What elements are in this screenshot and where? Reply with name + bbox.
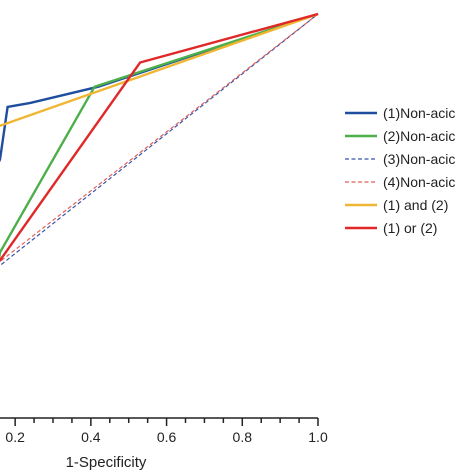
series-layer bbox=[0, 12, 319, 267]
x-tick-label: 0.4 bbox=[81, 429, 101, 445]
x-tick-label: 0.2 bbox=[5, 429, 25, 445]
series-line-3-non-acic bbox=[0, 13, 319, 267]
legend-label-1-and-2: (1) and (2) bbox=[383, 197, 448, 213]
legend-label-1-non-acic: (1)Non-acic bbox=[383, 105, 455, 121]
legend-label-3-non-acic: (3)Non-acic bbox=[383, 151, 455, 167]
series-line-4-non-acic bbox=[0, 13, 319, 263]
series-line-1-non-acic bbox=[0, 12, 319, 163]
x-tick-label: 0.8 bbox=[233, 429, 253, 445]
legend: (1)Non-acic (2)Non-acic (3)Non-acic (4)Non-… bbox=[345, 105, 455, 236]
series-line-2-non-acic bbox=[0, 12, 319, 261]
legend-label-1-or-2: (1) or (2) bbox=[383, 220, 437, 236]
x-tick-label: 0.6 bbox=[157, 429, 177, 445]
x-axis-ticks: 0.2 0.4 0.6 0.8 1.0 bbox=[5, 418, 328, 445]
x-axis-title: 1-Specificity bbox=[66, 454, 147, 471]
x-tick-label: 1.0 bbox=[308, 429, 328, 445]
series-line-1-or-2 bbox=[0, 12, 319, 263]
series-line-1-and-2 bbox=[0, 12, 319, 128]
legend-label-4-non-acic: (4)Non-acic bbox=[383, 174, 455, 190]
legend-label-2-non-acic: (2)Non-acic bbox=[383, 128, 455, 144]
